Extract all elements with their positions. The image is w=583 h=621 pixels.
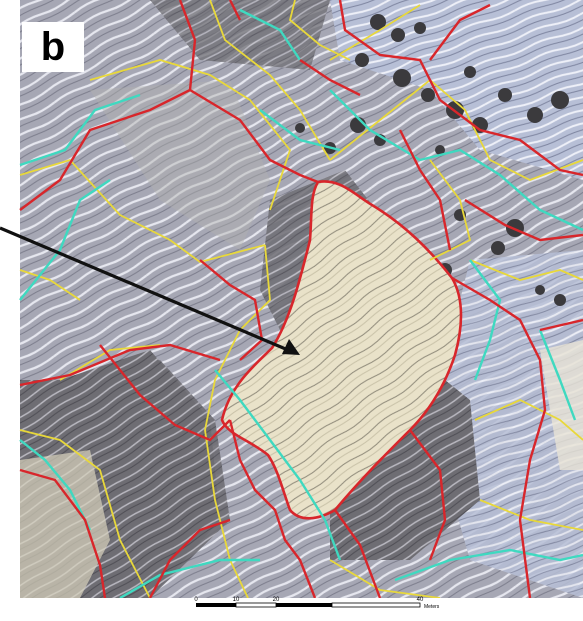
pointer-arrow-icon [0,226,300,355]
panel-label: b [22,22,84,72]
boundary-lines-cyan [19,8,583,600]
scale-tick-0: 0 [194,597,198,603]
highlighted-field [220,180,463,520]
scale-tick-10: 10 [233,597,240,603]
scale-bar: 0 10 20 40 Meters [194,597,439,610]
scale-tick-40: 40 [417,597,424,603]
scale-tick-20: 20 [273,597,280,603]
scale-unit-label: Meters [424,604,440,610]
boundary-lines-yellow [19,0,583,599]
boundary-lines-red [19,0,583,599]
